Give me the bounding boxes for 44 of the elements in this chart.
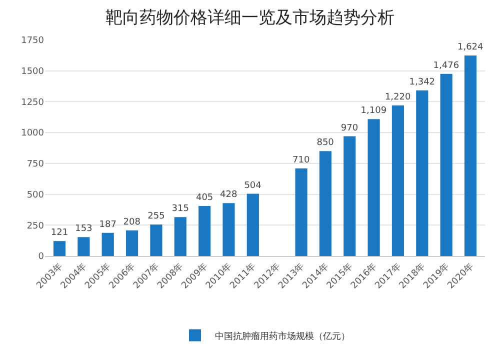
data-label: 255 <box>148 212 165 222</box>
data-label: 970 <box>340 123 358 134</box>
data-label: 153 <box>75 224 92 234</box>
bar <box>319 151 332 256</box>
bar <box>174 217 186 256</box>
bar <box>246 194 259 256</box>
bar <box>150 224 162 256</box>
y-tick-label: 1250 <box>21 98 44 108</box>
data-label: 315 <box>172 204 189 214</box>
bar <box>392 105 404 256</box>
legend-label: 中国抗肿瘤用药市场规模（亿元） <box>215 330 350 342</box>
data-label: 1,109 <box>360 106 387 116</box>
bar <box>126 230 138 256</box>
data-label: 850 <box>316 138 334 148</box>
data-label: 710 <box>292 155 310 166</box>
bar <box>53 241 66 256</box>
data-label: 121 <box>50 228 68 238</box>
bar <box>102 232 114 256</box>
data-label: 208 <box>123 217 141 228</box>
y-tick-label: 0 <box>38 252 44 262</box>
bar <box>368 119 380 256</box>
y-tick-label: 500 <box>26 190 44 200</box>
y-tick-label: 1500 <box>21 67 44 78</box>
y-tick-label: 750 <box>26 160 44 170</box>
data-label: 1,476 <box>433 60 460 71</box>
data-label: 1,220 <box>384 92 411 102</box>
data-label: 1,342 <box>409 77 436 88</box>
bar <box>464 56 477 256</box>
data-label: 405 <box>196 193 214 204</box>
bar <box>440 74 452 256</box>
y-tick-label: 1000 <box>21 128 44 139</box>
data-label: 187 <box>99 220 116 230</box>
bar <box>344 136 356 256</box>
bar <box>295 168 308 256</box>
data-label: 1,624 <box>457 42 484 53</box>
data-label: 504 <box>244 180 262 191</box>
y-tick-label: 1750 <box>21 36 44 46</box>
bar <box>416 90 428 256</box>
y-tick-label: 250 <box>26 221 44 232</box>
data-label: 428 <box>220 190 238 200</box>
bar <box>78 237 90 256</box>
chart-title: 靶向药物价格详细一览及市场趋势分析 <box>106 8 394 28</box>
bar <box>198 206 211 256</box>
bar <box>222 203 235 256</box>
